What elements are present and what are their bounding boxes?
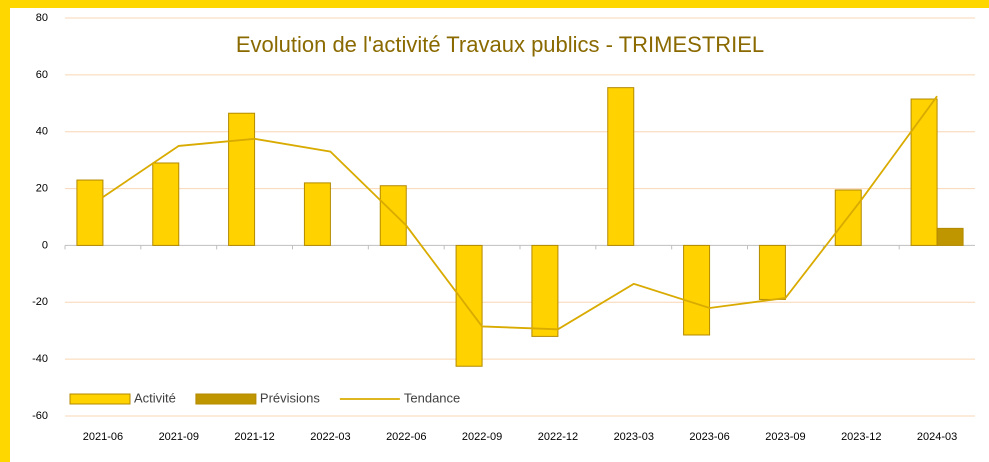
x-tick-label: 2022-09 xyxy=(462,431,502,443)
border-top xyxy=(0,0,989,8)
bar xyxy=(758,244,786,300)
y-tick-label: -20 xyxy=(32,296,48,308)
bar xyxy=(607,87,635,246)
x-tick-label: 2022-06 xyxy=(386,431,426,443)
x-tick-label: 2021-06 xyxy=(83,431,123,443)
legend-swatch xyxy=(69,393,131,405)
bar xyxy=(683,244,711,336)
bar xyxy=(152,162,180,246)
bar xyxy=(936,227,964,246)
x-tick-label: 2023-06 xyxy=(689,431,729,443)
border-left xyxy=(0,0,10,462)
x-tick-label: 2022-03 xyxy=(310,431,350,443)
y-tick-label: 60 xyxy=(36,69,48,81)
legend-label: Activité xyxy=(134,390,176,405)
y-tick-label: 80 xyxy=(36,12,48,24)
bar xyxy=(379,185,407,246)
y-tick-label: 0 xyxy=(42,239,48,251)
y-tick-label: -40 xyxy=(32,353,48,365)
x-tick-label: 2023-03 xyxy=(614,431,654,443)
legend-label: Tendance xyxy=(404,390,460,405)
y-tick-label: 20 xyxy=(36,182,48,194)
x-tick-label: 2023-09 xyxy=(765,431,805,443)
bar xyxy=(76,179,104,246)
bar xyxy=(303,182,331,246)
bar xyxy=(228,112,256,246)
x-tick-label: 2024-03 xyxy=(917,431,957,443)
bar xyxy=(455,244,483,367)
legend-label: Prévisions xyxy=(260,390,320,405)
y-tick-label: 40 xyxy=(36,126,48,138)
x-tick-label: 2022-12 xyxy=(538,431,578,443)
bar xyxy=(910,98,938,246)
bar xyxy=(531,244,559,337)
x-tick-label: 2023-12 xyxy=(841,431,881,443)
legend-swatch xyxy=(195,393,257,405)
chart-title: Evolution de l'activité Travaux publics … xyxy=(236,32,764,57)
x-tick-label: 2021-09 xyxy=(159,431,199,443)
trend-line xyxy=(102,95,938,331)
x-tick-label: 2021-12 xyxy=(234,431,274,443)
y-tick-label: -60 xyxy=(32,410,48,422)
